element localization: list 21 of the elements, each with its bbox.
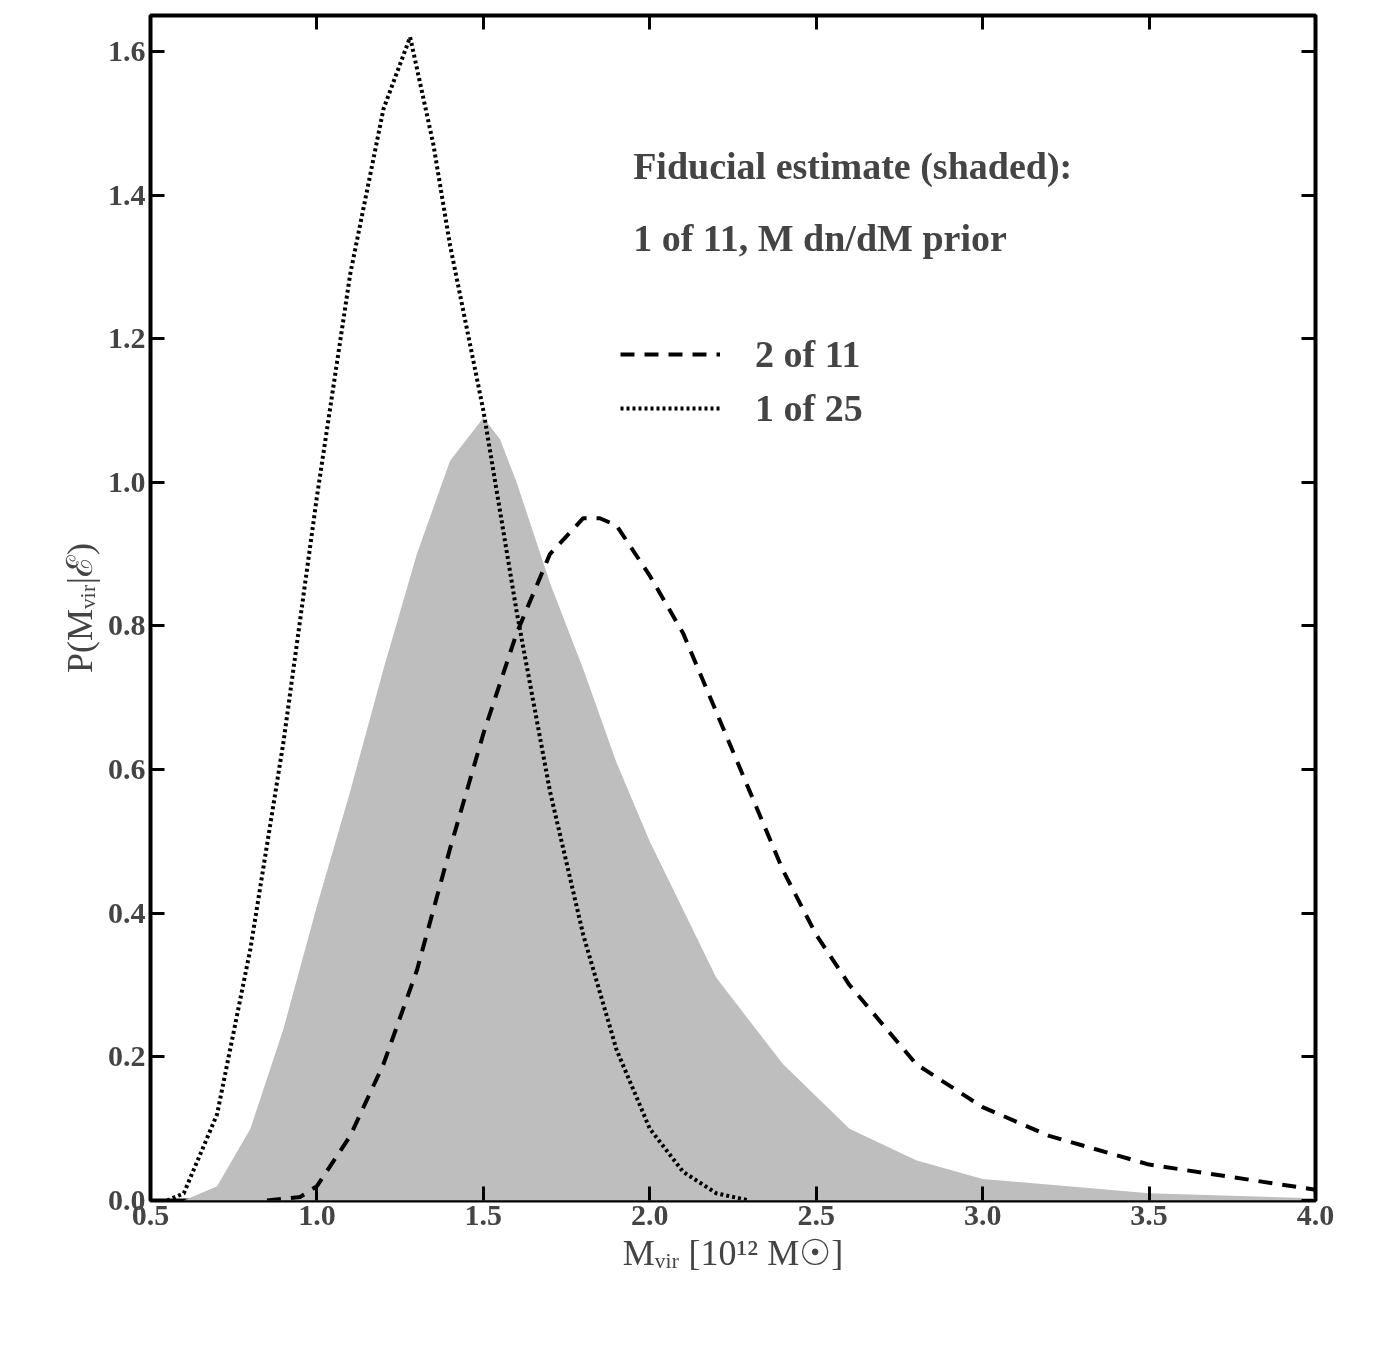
x-tick-label: 1.0 [298,1197,336,1231]
x-tick-label: 4.0 [1296,1197,1335,1231]
x-tick-label: 1.5 [464,1197,503,1231]
annotation: Fiducial estimate (shaded): [633,145,1073,189]
y-tick-label: 0.2 [108,1039,146,1073]
y-tick-label: 1.4 [108,177,146,211]
y-axis-title: P(Mᵥᵢᵣ|ℰ) [60,543,100,673]
x-tick-label: 3.0 [963,1197,1002,1231]
y-tick-label: 1.0 [108,464,146,498]
y-tick-label: 1.2 [108,321,146,355]
legend-label: 2 of 11 [755,332,861,376]
x-tick-label: 2.0 [631,1197,669,1231]
x-tick-label: 2.5 [797,1197,835,1231]
x-tick-label: 3.5 [1130,1197,1168,1231]
y-tick-label: 1.6 [108,33,146,67]
y-tick-label: 0.8 [108,608,146,642]
legend-label: 1 of 25 [755,386,863,430]
y-tick-label: 0.4 [108,895,146,929]
annotation: 1 of 11, M dn/dM prior [633,217,1007,260]
y-tick-label: 0.6 [108,752,146,786]
x-axis-title: Mᵥᵢᵣ [10¹² M☉] [622,1232,844,1273]
